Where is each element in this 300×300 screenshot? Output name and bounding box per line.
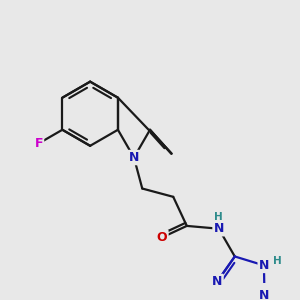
- Text: N: N: [259, 259, 269, 272]
- Text: O: O: [157, 231, 167, 244]
- Text: F: F: [34, 137, 43, 150]
- Text: H: H: [214, 212, 223, 222]
- Text: N: N: [129, 151, 139, 164]
- Text: N: N: [214, 222, 224, 235]
- Text: N: N: [259, 290, 270, 300]
- Text: N: N: [212, 275, 223, 288]
- Text: H: H: [273, 256, 281, 266]
